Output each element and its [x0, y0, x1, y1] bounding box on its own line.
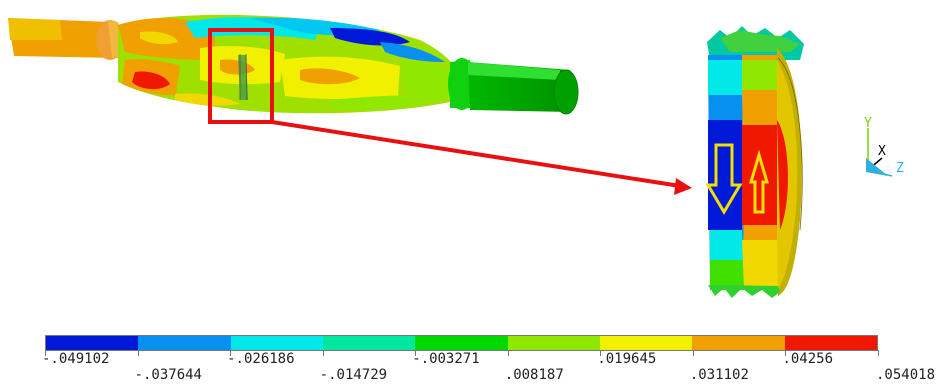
- legend-swatch-2: [138, 336, 231, 350]
- legend-tick: [507, 350, 509, 356]
- pipe-model: [8, 14, 579, 115]
- legend-tick: [692, 350, 694, 356]
- triad-z-label: Z: [896, 161, 904, 176]
- triad-x-label: X: [878, 144, 886, 159]
- legend-swatch-1: [46, 336, 139, 350]
- legend-swatch-3: [230, 336, 323, 350]
- legend-value-label: .019645: [597, 351, 657, 367]
- legend-value-label: -.003271: [412, 351, 480, 367]
- legend-swatch-7: [599, 336, 693, 350]
- legend-swatch-4: [322, 336, 416, 350]
- legend-value-label: .031102: [689, 367, 749, 383]
- legend-swatch-8: [692, 336, 785, 350]
- triad-y-label: Y: [864, 116, 872, 131]
- legend-tick: [600, 350, 602, 356]
- legend-tick: [322, 350, 324, 356]
- callout-arrow-line: [271, 120, 681, 188]
- legend-tick: [785, 350, 787, 356]
- zoomed-section: [705, 26, 804, 298]
- down-arrow: [705, 143, 743, 215]
- legend-value-label: -.037644: [134, 367, 202, 383]
- legend-tick: [45, 350, 46, 356]
- legend-value-label: -.014729: [319, 367, 388, 383]
- callout-arrowhead: [674, 178, 692, 195]
- axis-triad: Y X Z: [864, 116, 904, 177]
- color-legend-bar: [45, 335, 878, 351]
- legend-tick: [878, 350, 879, 356]
- legend-value-label: .054018: [876, 367, 936, 383]
- pipe-slit: [238, 55, 248, 100]
- legend-value-label: -.049102: [42, 351, 110, 367]
- legend-tick: [415, 350, 417, 356]
- legend-value-label: .04256: [782, 351, 834, 367]
- up-arrow: [748, 149, 770, 214]
- legend-swatch-5: [415, 336, 508, 350]
- legend-swatch-6: [507, 336, 600, 350]
- outlet-end-cap: [553, 69, 579, 115]
- highlight-box: [208, 28, 274, 124]
- legend-swatch-9: [784, 336, 877, 350]
- legend-tick: [230, 350, 232, 356]
- legend-value-label: -.026186: [227, 351, 295, 367]
- legend-value-label: .008187: [504, 367, 564, 383]
- legend-tick: [137, 350, 139, 356]
